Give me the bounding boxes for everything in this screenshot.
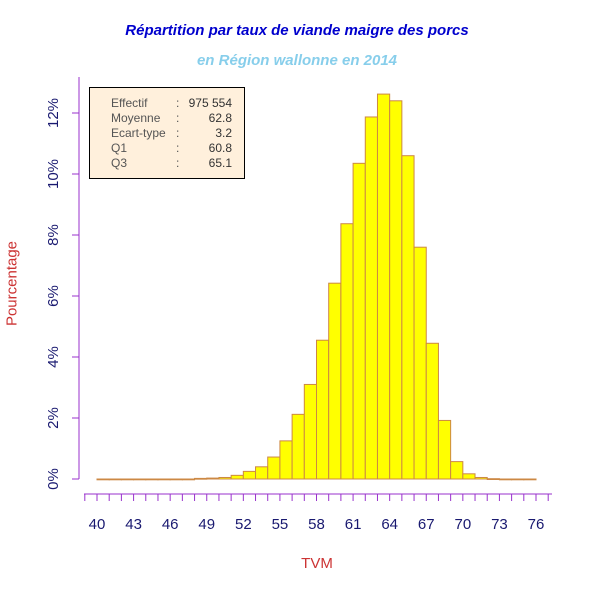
y-tick-label: 6% <box>45 285 62 307</box>
histogram-bar <box>230 474 244 480</box>
histogram-bar <box>206 477 220 480</box>
histogram-bar <box>352 162 366 480</box>
histogram-bar <box>120 478 135 481</box>
stat-row-q3: Q3 : 65.1 <box>90 156 246 171</box>
histogram-bar <box>255 466 269 480</box>
stat-row-ecart-type: Ecart-type : 3.2 <box>90 126 246 141</box>
stats-legend-box: Effectif : 975 554 Moyenne : 62.8 Ecart-… <box>89 87 245 179</box>
histogram-bar <box>218 476 232 480</box>
histogram-bar <box>316 339 330 480</box>
histogram-bar <box>169 478 183 481</box>
histogram-bar <box>181 478 196 481</box>
histogram-bar <box>376 93 391 480</box>
histogram-bar <box>242 470 257 480</box>
histogram-bar <box>474 476 488 480</box>
stat-row-moyenne: Moyenne : 62.8 <box>90 111 246 126</box>
x-tick-label: 40 <box>89 516 106 533</box>
histogram-bar <box>450 461 464 480</box>
histogram-bar <box>194 477 208 480</box>
histogram-bar <box>96 478 110 481</box>
x-tick-label: 46 <box>162 516 179 533</box>
histogram-bar <box>145 478 159 481</box>
histogram-bar <box>267 456 281 480</box>
bars-group <box>96 93 537 481</box>
histogram-bar <box>133 478 147 481</box>
stat-label: Effectif <box>111 96 148 110</box>
histogram-bar <box>340 223 354 480</box>
stat-row-effectif: Effectif : 975 554 <box>90 96 246 111</box>
stat-row-q1: Q1 : 60.8 <box>90 141 246 156</box>
x-tick-label: 43 <box>125 516 142 533</box>
x-axis-label: TVM <box>301 555 333 572</box>
x-tick-label: 67 <box>418 516 435 533</box>
histogram-bar <box>462 473 476 480</box>
x-tick-label: 61 <box>345 516 362 533</box>
histogram-bar <box>401 155 415 480</box>
stat-label: Q3 <box>111 156 128 170</box>
x-tick-label: 52 <box>235 516 252 533</box>
chart-subtitle: en Région wallonne en 2014 <box>196 52 398 69</box>
y-tick-label: 12% <box>45 98 62 128</box>
y-tick-label: 8% <box>45 224 62 246</box>
histogram-bar <box>279 440 293 480</box>
histogram-bar <box>425 342 439 480</box>
stat-colon: : <box>176 96 180 110</box>
stat-value: 975 554 <box>188 96 232 110</box>
stat-value: 3.2 <box>215 126 232 140</box>
stat-colon: : <box>176 141 180 155</box>
stat-value: 60.8 <box>208 141 232 155</box>
x-tick-label: 73 <box>491 516 508 533</box>
stat-label: Q1 <box>111 141 128 155</box>
stat-colon: : <box>176 111 180 125</box>
chart-title: Répartition par taux de viande maigre de… <box>125 22 469 39</box>
y-axis-label: Pourcentage <box>3 240 21 327</box>
histogram-bar <box>486 478 500 480</box>
histogram-bar <box>328 282 342 480</box>
histogram-bar <box>291 413 305 480</box>
histogram-bar <box>437 419 452 480</box>
x-tick-label: 64 <box>381 516 398 533</box>
histogram-bar <box>108 478 122 481</box>
axes-group: 0% 2% 4% 6% 8% 10% 12% 40 43 46 49 52 55 58 61 64 67 70 73… <box>45 77 552 533</box>
y-tick-label: 0% <box>45 468 62 490</box>
stat-colon: : <box>176 126 180 140</box>
x-tick-label: 76 <box>528 516 545 533</box>
stat-label: Ecart-type <box>111 126 166 140</box>
y-tick-label: 2% <box>45 407 62 429</box>
histogram-bar <box>364 116 378 480</box>
stat-value: 62.8 <box>208 111 232 125</box>
stat-colon: : <box>176 156 180 170</box>
histogram-bar <box>498 478 513 481</box>
x-tick-label: 55 <box>272 516 289 533</box>
y-tick-label: 4% <box>45 346 62 368</box>
stat-value: 65.1 <box>208 156 232 170</box>
histogram-bar <box>303 383 317 480</box>
histogram-bar <box>523 478 537 481</box>
x-tick-label: 49 <box>198 516 215 533</box>
x-tick-label: 70 <box>454 516 471 533</box>
histogram-bar <box>413 246 427 480</box>
stat-label: Moyenne <box>111 111 161 125</box>
x-tick-label: 58 <box>308 516 325 533</box>
histogram-bar <box>389 100 403 480</box>
histogram-bar <box>157 478 171 481</box>
histogram-bar <box>511 478 525 481</box>
y-tick-label: 10% <box>45 159 62 189</box>
